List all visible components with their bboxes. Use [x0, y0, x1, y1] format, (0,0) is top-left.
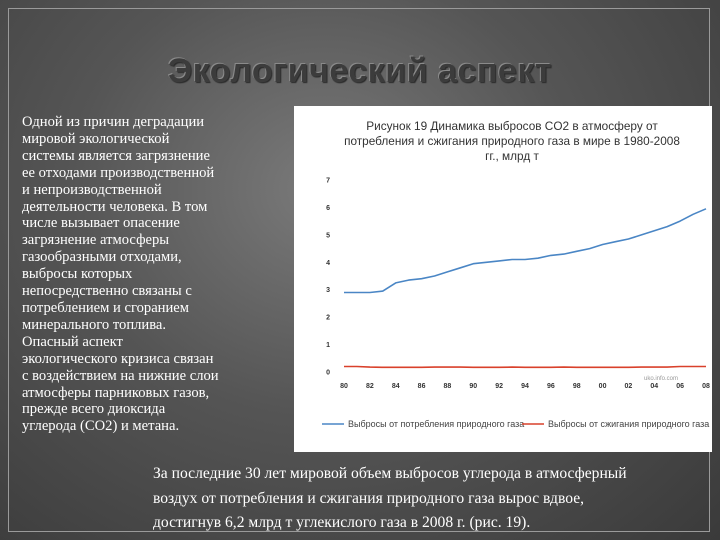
left-paragraph-line: атмосферы парниковых газов, [22, 384, 210, 401]
left-paragraph: Одной из причин деградации мировой эколог… [22, 114, 292, 435]
left-paragraph-line: загрязнение атмосферы [22, 232, 170, 249]
x-tick-label: 08 [702, 383, 710, 390]
left-paragraph-line: углерода (СО2) и метана. [22, 418, 180, 435]
left-paragraph-line: деятельности человека. В том [22, 198, 208, 215]
left-paragraph-line: газообразными отходами, [22, 249, 182, 266]
chart-image: Рисунок 19 Динамика выбросов CO2 в атмос… [294, 106, 712, 452]
left-paragraph-line: прежде всего диоксида [22, 401, 166, 418]
x-tick-label: 80 [340, 383, 348, 390]
left-paragraph-line: выбросы которых [22, 266, 133, 283]
slide-title: Экологический аспект [168, 52, 552, 90]
y-tick-label: 1 [326, 342, 330, 349]
left-paragraph-line: непосредственно связаны с [22, 283, 192, 300]
x-tick-label: 96 [547, 383, 555, 390]
x-tick-label: 94 [521, 383, 529, 390]
series-line-1 [344, 208, 707, 294]
y-tick-label: 2 [326, 315, 330, 322]
chart-title-line: Рисунок 19 Динамика выбросов CO2 в атмос… [366, 119, 658, 133]
y-tick-label: 3 [326, 287, 330, 294]
left-paragraph-line: ее отходами производственной [22, 164, 215, 181]
x-tick-label: 86 [418, 383, 426, 390]
x-tick-label: 90 [469, 383, 477, 390]
bottom-paragraph: За последние 30 лет мировой объем выброс… [153, 462, 713, 536]
left-paragraph-line: минерального топлива. [22, 316, 167, 333]
legend-label: Выбросы от потребления природного газа [348, 419, 524, 429]
chart-source-label: uko.info.com [644, 376, 678, 382]
chart-title-line: потребления и сжигания природного газа в… [344, 134, 680, 148]
chart-title-line: гг., млрд т [485, 149, 539, 163]
x-tick-label: 82 [366, 383, 374, 390]
left-paragraph-line: Опасный аспект [22, 333, 123, 350]
left-paragraph-line: числе вызывает опасение [22, 215, 180, 232]
legend-label: Выбросы от сжигания природного газа [548, 419, 709, 429]
x-tick-label: 04 [650, 383, 658, 390]
left-paragraph-line: с воздействием на нижние слои [22, 367, 219, 384]
x-tick-label: 02 [625, 383, 633, 390]
y-tick-label: 7 [326, 178, 330, 185]
left-paragraph-line: мировой экологической [22, 130, 170, 147]
bottom-paragraph-line: воздух от потребления и сжигания природн… [153, 489, 585, 507]
left-paragraph-line: системы является загрязнение [22, 147, 210, 164]
left-paragraph-line: потреблением и сгоранием [22, 299, 190, 316]
left-paragraph-line: экологического кризиса связан [22, 350, 214, 367]
x-tick-label: 92 [495, 383, 503, 390]
x-tick-label: 06 [676, 383, 684, 390]
x-tick-label: 00 [599, 383, 607, 390]
x-tick-label: 88 [444, 383, 452, 390]
series-line-2 [344, 365, 706, 369]
left-paragraph-line: Одной из причин деградации [22, 114, 205, 130]
x-tick-label: 98 [573, 383, 581, 390]
left-paragraph-line: и непроизводственной [22, 181, 162, 198]
y-tick-label: 5 [326, 232, 330, 239]
x-tick-label: 84 [392, 383, 400, 390]
bottom-paragraph-line: достигнув 6,2 млрд т углекислого газа в … [153, 514, 531, 531]
bottom-paragraph-line: За последние 30 лет мировой объем выброс… [153, 465, 627, 482]
y-tick-label: 6 [326, 205, 330, 212]
y-tick-label: 0 [326, 370, 330, 377]
chart-svg: Рисунок 19 Динамика выбросов CO2 в атмос… [322, 119, 710, 429]
y-tick-label: 4 [326, 260, 330, 267]
